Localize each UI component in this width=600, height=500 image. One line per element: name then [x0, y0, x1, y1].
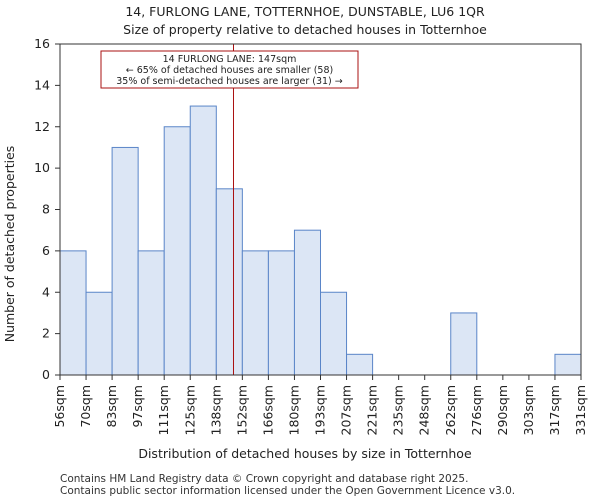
plot-frame [59, 43, 582, 376]
x-tick-label: 221sqm [365, 385, 380, 435]
bar-180sqm [293, 229, 322, 376]
x-tick-label: 290sqm [495, 385, 510, 435]
y-tick-label: 0 [42, 367, 50, 382]
x-tick-label: 276sqm [469, 385, 484, 435]
annotation-line-2: ← 65% of detached houses are smaller (58… [126, 65, 333, 76]
y-tick-label: 14 [34, 77, 50, 92]
x-axis-ticks: 56sqm 70sqm 83sqm 97sqm 111sqm 125sqm 138sqm 15… [52, 375, 588, 435]
x-tick-label: 193sqm [313, 385, 328, 435]
y-tick-label: 10 [34, 160, 50, 175]
footer-line-2: Contains public sector information licen… [60, 485, 515, 497]
footer-line-1: Contains HM Land Registry data © Crown c… [60, 473, 468, 485]
bar-193sqm [320, 291, 348, 376]
x-tick-label: 83sqm [104, 385, 119, 428]
x-tick-label: 207sqm [339, 385, 354, 435]
bar-207sqm [346, 353, 374, 376]
chart-title: 14, FURLONG LANE, TOTTERNHOE, DUNSTABLE,… [125, 4, 485, 19]
bar-125sqm [189, 105, 217, 376]
y-tick-label: 4 [42, 284, 50, 299]
x-tick-label: 262sqm [443, 385, 458, 435]
x-tick-label: 97sqm [130, 385, 145, 428]
x-tick-label: 248sqm [417, 385, 432, 435]
x-tick-label: 235sqm [391, 385, 406, 435]
x-tick-label: 166sqm [260, 385, 275, 435]
x-tick-label: 152sqm [234, 385, 249, 435]
bar-56sqm [59, 250, 87, 376]
y-tick-label: 8 [42, 202, 50, 217]
bar-166sqm [267, 250, 295, 376]
x-tick-label: 125sqm [182, 385, 197, 435]
x-tick-label: 111sqm [156, 385, 171, 435]
x-tick-label: 303sqm [521, 385, 536, 435]
x-tick-label: 317sqm [547, 385, 562, 435]
annotation-line-3: 35% of semi-detached houses are larger (… [116, 76, 343, 87]
bars-group [59, 105, 582, 376]
x-tick-label: 180sqm [286, 385, 301, 435]
chart-subtitle: Size of property relative to detached ho… [123, 22, 487, 37]
x-tick-label: 70sqm [78, 385, 93, 428]
bar-262sqm [450, 312, 478, 376]
bar-152sqm [241, 250, 269, 376]
bar-317sqm [554, 353, 582, 376]
bar-111sqm [163, 126, 191, 376]
bar-138sqm [215, 188, 243, 376]
x-tick-label: 56sqm [52, 385, 67, 428]
annotation-line-1: 14 FURLONG LANE: 147sqm [163, 54, 297, 65]
y-tick-label: 6 [42, 243, 50, 258]
y-tick-label: 12 [34, 119, 50, 134]
annotation-box [100, 50, 359, 89]
x-axis-label: Distribution of detached houses by size … [138, 446, 472, 461]
y-axis-label: Number of detached properties [2, 146, 17, 343]
bar-97sqm [137, 250, 165, 376]
y-tick-label: 16 [34, 36, 50, 51]
x-tick-label: 138sqm [208, 385, 223, 435]
bar-83sqm [111, 146, 139, 376]
bar-70sqm [85, 291, 113, 376]
y-tick-label: 2 [42, 326, 50, 341]
x-tick-label: 331sqm [573, 385, 588, 435]
marker-group: 14 FURLONG LANE: 147sqm← 65% of detached… [100, 44, 359, 375]
y-axis-ticks: 0 2 4 6 8 10 12 14 16 [34, 36, 60, 382]
